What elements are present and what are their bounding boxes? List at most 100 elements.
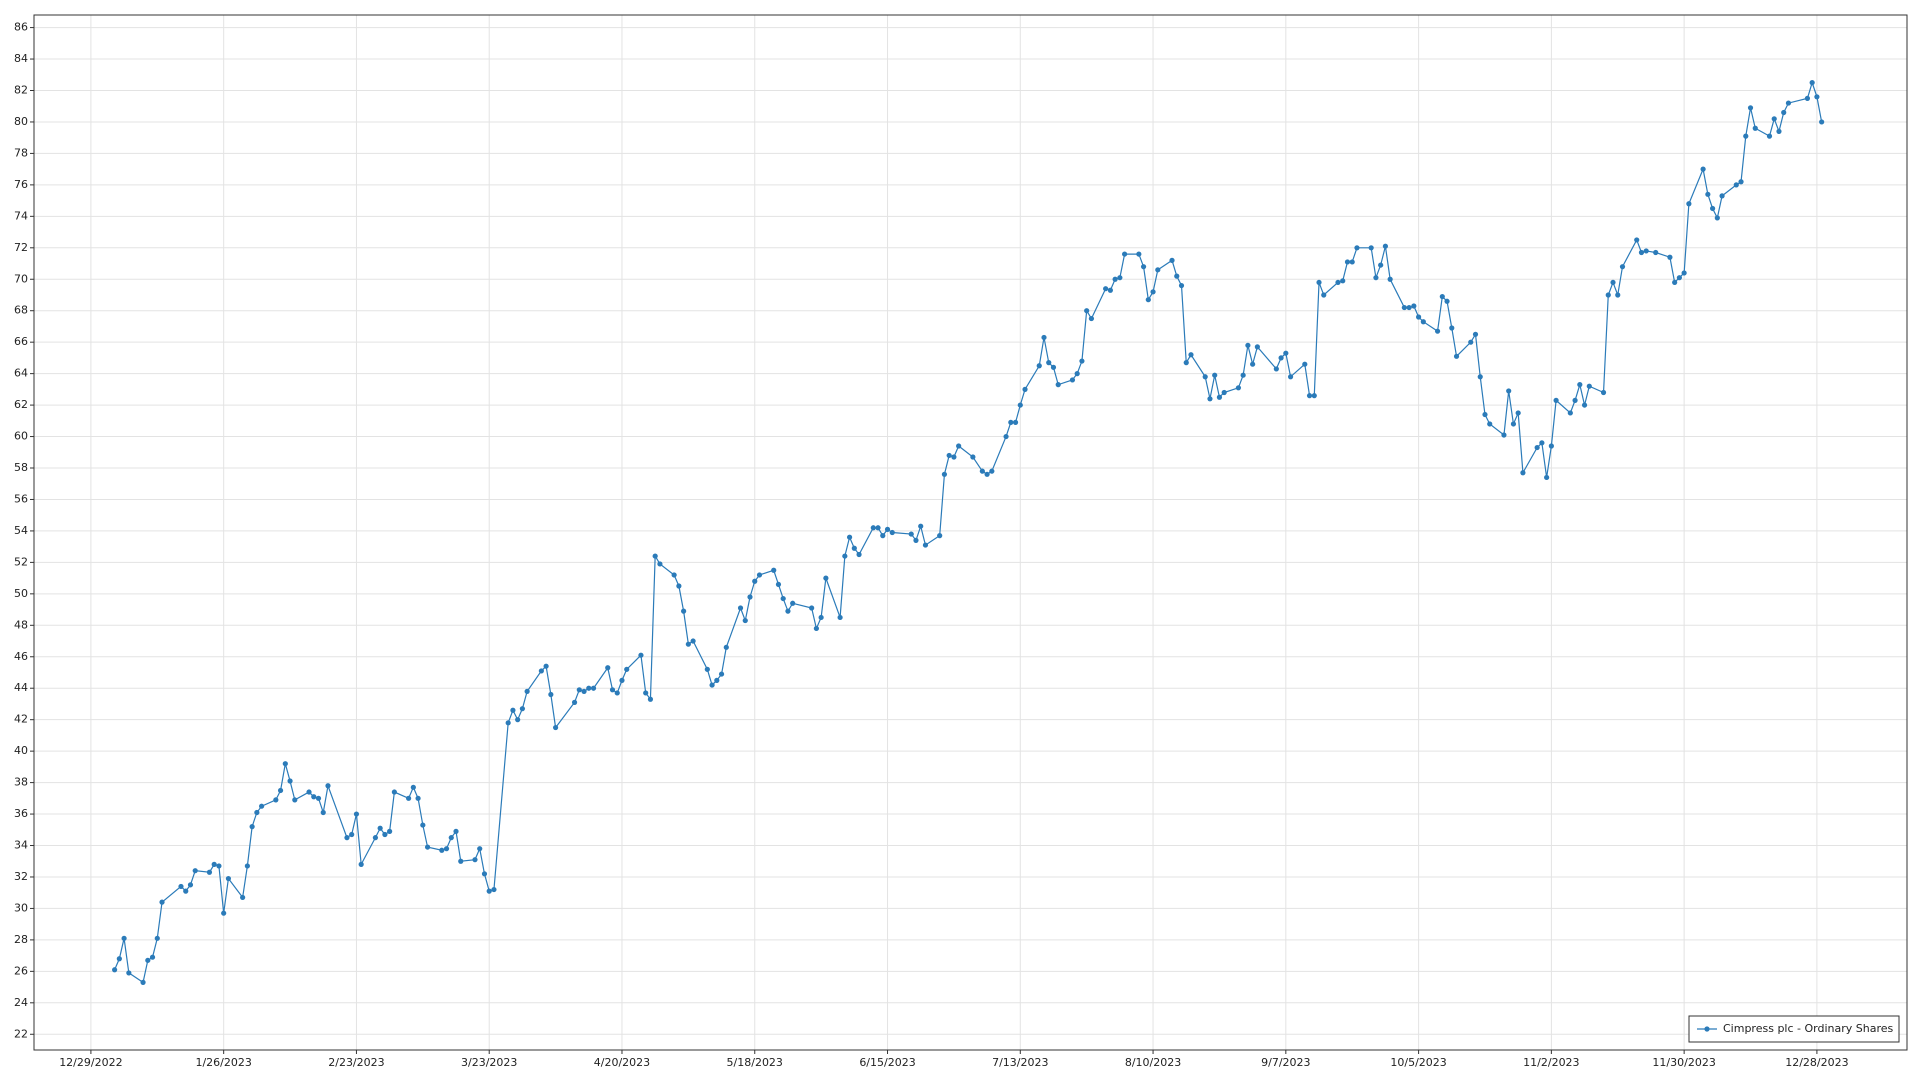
- y-tick-label: 70: [14, 272, 28, 285]
- data-point: [1439, 293, 1445, 300]
- data-point: [287, 778, 293, 784]
- data-point: [140, 979, 146, 985]
- data-point: [1306, 393, 1313, 399]
- data-point: [406, 795, 412, 801]
- data-point: [1477, 374, 1483, 380]
- data-point: [1036, 363, 1042, 369]
- data-point: [1610, 279, 1616, 286]
- data-point: [1022, 386, 1028, 392]
- data-point: [1202, 374, 1208, 380]
- data-point: [149, 954, 156, 960]
- data-point: [1216, 394, 1223, 400]
- data-point: [1378, 262, 1384, 268]
- data-point: [159, 899, 165, 905]
- data-point: [1117, 275, 1123, 281]
- data-point: [387, 828, 393, 834]
- data-point: [1155, 267, 1161, 273]
- data-point: [638, 652, 644, 658]
- data-point: [1354, 245, 1360, 251]
- data-point: [1776, 128, 1782, 134]
- y-tick-label: 72: [14, 241, 28, 254]
- data-point: [415, 795, 421, 801]
- legend-marker: [1704, 1026, 1710, 1032]
- data-point: [813, 625, 819, 632]
- x-tick-label: 10/5/2023: [1390, 1056, 1446, 1069]
- x-tick-label: 5/18/2023: [727, 1056, 783, 1069]
- x-tick-label: 12/29/2022: [59, 1056, 122, 1069]
- data-point: [1069, 377, 1076, 383]
- x-tick-label: 2/23/2023: [328, 1056, 384, 1069]
- data-point: [486, 888, 492, 894]
- data-point: [576, 687, 582, 693]
- data-point: [1747, 105, 1754, 111]
- data-point: [315, 795, 322, 801]
- data-point: [913, 537, 919, 543]
- data-point: [221, 910, 227, 916]
- data-point: [970, 454, 976, 460]
- data-point: [856, 551, 862, 558]
- data-point: [1321, 292, 1327, 298]
- data-point: [1084, 308, 1090, 314]
- data-point: [671, 572, 677, 578]
- data-point: [884, 526, 891, 532]
- x-tick-label: 4/20/2023: [594, 1056, 650, 1069]
- legend-box: [1688, 1015, 1900, 1043]
- y-tick-label: 78: [14, 146, 28, 159]
- data-point: [1586, 383, 1592, 389]
- data-point: [718, 671, 725, 677]
- data-point: [1411, 303, 1417, 309]
- data-point: [1335, 279, 1341, 286]
- data-point: [377, 825, 383, 831]
- data-point: [1743, 133, 1749, 139]
- data-point: [306, 789, 312, 795]
- data-point: [206, 869, 213, 875]
- data-point: [1672, 279, 1678, 286]
- y-tick-label: 54: [14, 524, 28, 537]
- data-point: [1250, 361, 1256, 367]
- data-point: [1804, 95, 1811, 101]
- data-point: [1638, 249, 1645, 256]
- data-point: [320, 809, 326, 816]
- y-tick-label: 42: [14, 713, 28, 726]
- data-point: [780, 595, 786, 602]
- data-point: [1122, 251, 1128, 257]
- x-tick-label: 11/30/2023: [1652, 1056, 1715, 1069]
- data-point: [1510, 421, 1517, 427]
- x-tick-label: 8/10/2023: [1125, 1056, 1181, 1069]
- x-tick-label: 11/2/2023: [1523, 1056, 1579, 1069]
- data-point: [1700, 166, 1706, 172]
- y-tick-label: 80: [14, 115, 28, 128]
- data-point: [1107, 287, 1113, 293]
- data-point: [1088, 315, 1095, 322]
- series-line: [114, 80, 1823, 984]
- data-point: [538, 668, 544, 674]
- data-point: [1619, 264, 1626, 270]
- data-point: [643, 690, 649, 696]
- plot-border: [33, 14, 1908, 1051]
- data-point: [1178, 282, 1185, 289]
- data-point: [870, 525, 876, 531]
- data-point: [1487, 421, 1493, 427]
- data-point: [1150, 289, 1156, 295]
- data-point: [353, 811, 360, 817]
- data-point: [1221, 389, 1227, 396]
- data-point: [187, 882, 194, 888]
- data-point: [1401, 304, 1407, 311]
- data-point: [1567, 410, 1573, 416]
- data-point: [818, 614, 824, 621]
- data-point: [681, 608, 687, 614]
- data-point: [1548, 443, 1554, 449]
- data-point: [273, 797, 279, 803]
- data-point: [1643, 248, 1649, 254]
- data-point: [1539, 440, 1545, 446]
- data-point: [1344, 259, 1351, 265]
- data-point: [458, 858, 464, 864]
- y-tick-label: 50: [14, 587, 28, 600]
- data-point: [581, 688, 587, 694]
- data-point: [1302, 361, 1308, 367]
- data-point: [747, 594, 753, 600]
- data-point: [1079, 358, 1085, 364]
- y-tick-label: 66: [14, 335, 28, 348]
- plot-area: [34, 15, 1907, 1050]
